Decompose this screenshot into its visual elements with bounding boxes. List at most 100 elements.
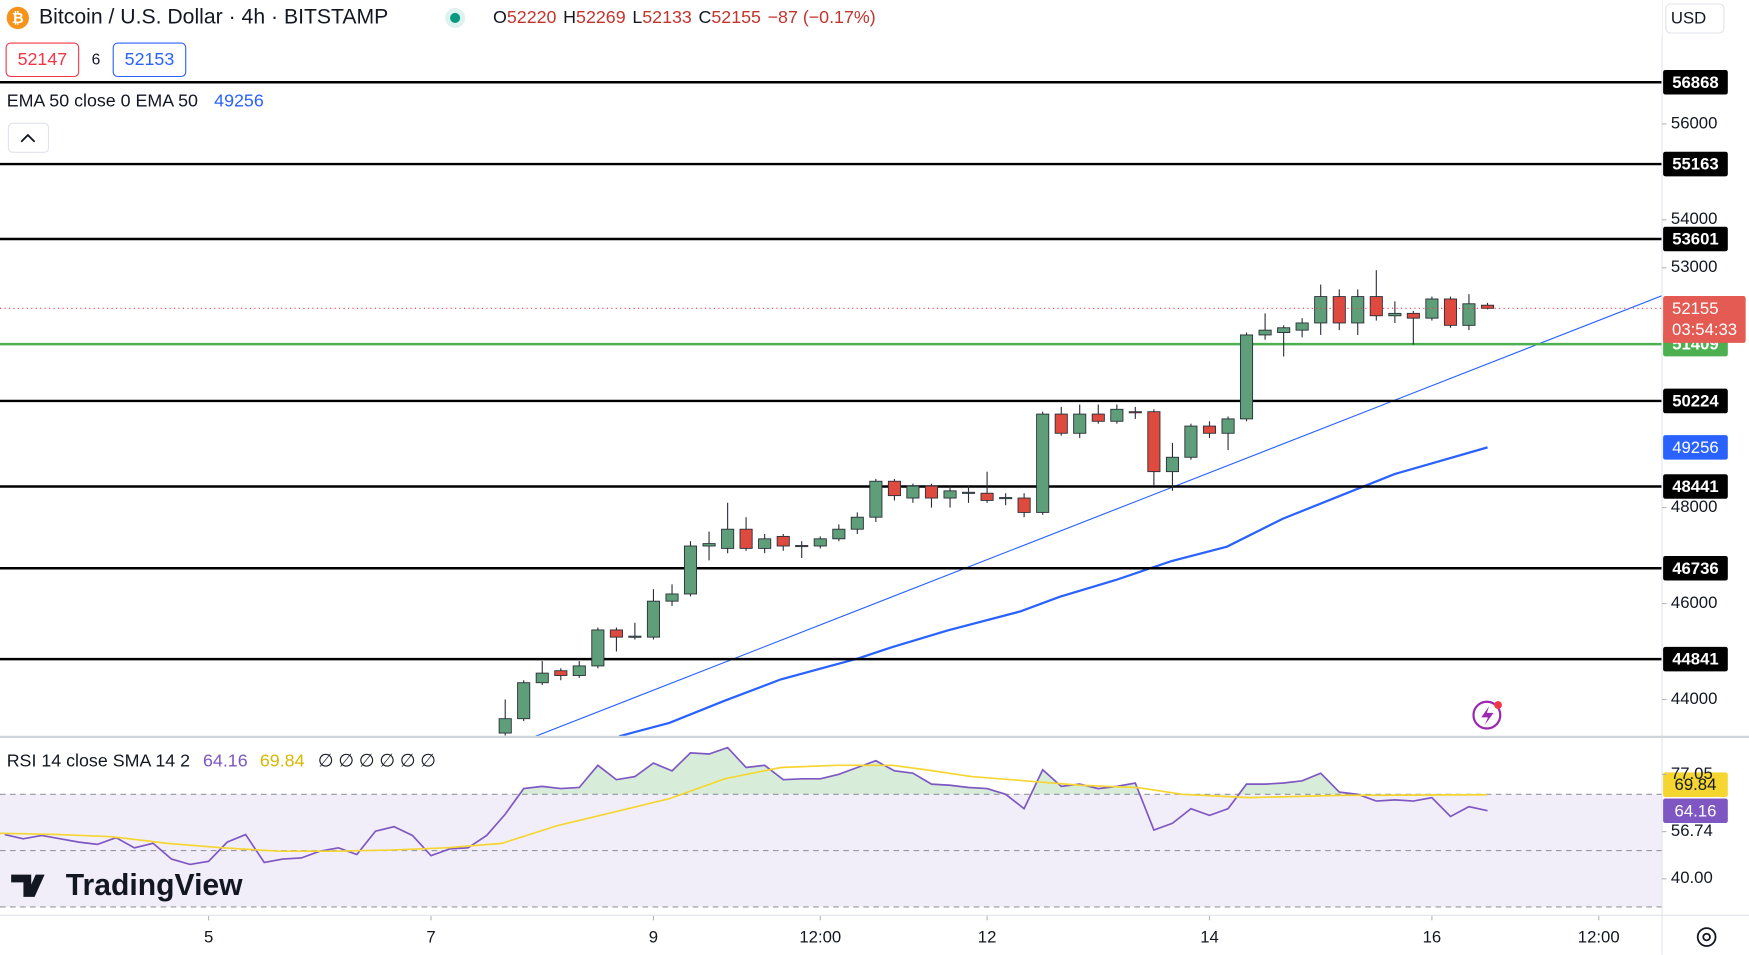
ohlc-open: 52220 [507,7,557,27]
rsi-y-tick-label: 40.00 [1671,868,1713,887]
labels: 5686855163536015140950224484414673644841… [1663,69,1746,823]
x-tick-label: 9 [649,928,658,947]
candle-body [1054,413,1068,434]
currency[interactable]: USD [1671,8,1706,27]
rsi-label-bg [1663,798,1728,823]
ohlc-low: 52133 [642,7,692,27]
level-label-bg [1663,474,1728,499]
y-tick-label: 48000 [1671,497,1718,516]
bid-price[interactable]: 52147 [18,49,68,69]
candle-body [1017,497,1031,513]
ohlc-prefix: O [493,7,507,27]
ask-button[interactable] [112,42,187,78]
candle-body [683,545,698,595]
settings-icon[interactable] [1696,927,1717,947]
candle-body [813,538,827,547]
currency-button[interactable] [1665,3,1725,34]
rsi-y-tick-label: 56.74 [1671,821,1713,840]
bitcoin-icon [6,6,30,30]
candle-body [1073,413,1087,434]
candle-body [1258,329,1272,336]
candle-body [702,543,716,547]
rsi-pane [0,746,1662,908]
y-tick-label: 54000 [1671,209,1718,228]
candle-body [554,670,568,676]
rsi-legend: RSI 14 close SMA 14 2 64.16 69.84 ∅ ∅ ∅ … [7,751,436,771]
candle-body [665,593,679,602]
ohlc-prefix: L [632,7,642,27]
level-label: 44841 [1672,650,1719,669]
candle-body [1221,418,1235,434]
level-label: 56868 [1672,73,1719,92]
rsi-legend-value: 64.16 [203,751,248,771]
price-pane [0,81,1662,737]
candle-body [924,485,939,499]
ohlc-prefix: H [563,7,576,27]
x-tick-label: 12 [978,928,997,947]
rsi-label: 64.16 [1675,801,1717,820]
candle-body [887,480,901,497]
candle-body [999,497,1013,500]
ohlc-high: 52269 [576,7,626,27]
candle-body [961,491,976,494]
candle-body [646,600,660,638]
tv-wordmark: TradingView [66,869,243,902]
gear-ring[interactable] [1696,927,1717,947]
flash-dot [1494,701,1502,709]
x-tick-label: 14 [1200,928,1219,947]
spread: 6 [92,51,101,68]
candle-body [628,635,642,638]
rsi-line [4,746,1488,866]
candle-body [1425,298,1439,319]
candle-body [1462,303,1476,326]
bid-button[interactable] [5,42,80,78]
rsi-legend-extra: ∅ ∅ ∅ ∅ ∅ ∅ [318,751,436,771]
candle-body [832,528,846,540]
ask-price[interactable]: 52153 [125,49,175,69]
flash-circle[interactable] [1472,700,1502,730]
candle-body [739,528,753,549]
bitcoin-glyph: ₿ [12,11,24,27]
rsi-overbought-fill [519,747,1358,795]
y-tick-label: 46000 [1671,593,1718,612]
x-tick-label: 5 [204,928,213,947]
level-label-bg [1663,388,1728,414]
candle-body [869,480,883,518]
market-status-dot [450,12,461,23]
level-label-bg [1663,646,1728,672]
flash-icon[interactable] [1472,700,1502,730]
rsi-band [0,794,1662,907]
ema-label: 49256 [1672,438,1719,457]
rsi-legend-name: RSI 14 close SMA 14 2 [7,751,190,771]
level-label-bg [1663,151,1728,177]
y-tick-label: 53000 [1671,257,1718,276]
watermark: TradingView [11,869,243,902]
candle-body [1110,408,1124,422]
flash-bolt [1481,706,1494,726]
level-label-bg [1663,69,1728,95]
ohlc-change: −87 (−0.17%) [768,7,876,27]
header-bg [0,0,1662,36]
level-label-bg [1663,226,1728,252]
candle-body [1036,413,1050,513]
level-label: 50224 [1672,391,1719,410]
candle-body [1443,298,1458,326]
candle-body [1295,322,1309,331]
x-tick-label: 12:00 [799,928,841,947]
candle-body [795,545,809,548]
gear-hub [1702,932,1711,942]
candle-body [1406,312,1420,319]
ema-legend: EMA 50 close 0 EMA 50 [7,90,198,110]
level-label: 53601 [1672,230,1719,249]
candle-body [721,528,735,549]
ema-legend-value: 49256 [214,90,264,110]
rsi-sma-label-bg [1663,772,1728,797]
collapse-button[interactable] [7,122,50,153]
countdown: 03:54:33 [1672,320,1737,339]
level-label: 46736 [1672,559,1719,578]
candle-body [1165,456,1179,473]
candle-body [758,538,772,549]
